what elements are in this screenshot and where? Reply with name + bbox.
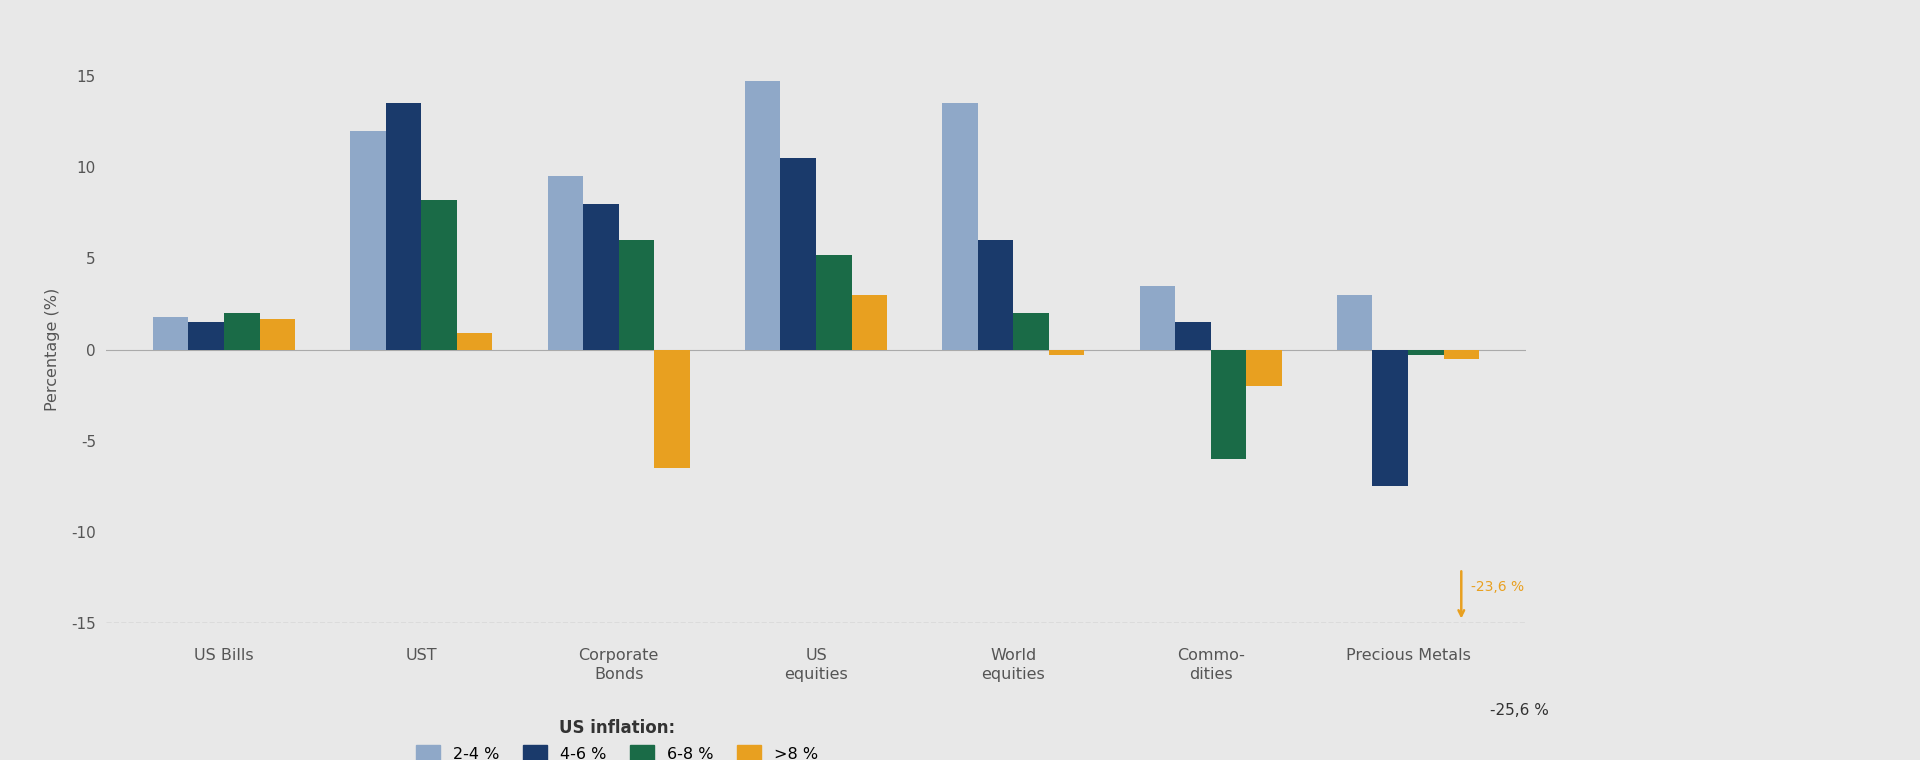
Legend: 2-4 %, 4-6 %, 6-8 %, >8 %: 2-4 %, 4-6 %, 6-8 %, >8 % xyxy=(409,713,824,760)
Bar xyxy=(745,81,781,350)
Bar xyxy=(618,240,655,350)
Bar xyxy=(259,318,296,350)
Bar xyxy=(1373,350,1407,486)
Bar xyxy=(977,240,1014,350)
Bar xyxy=(1444,350,1478,359)
Bar xyxy=(457,333,492,350)
Bar xyxy=(1212,350,1246,459)
Bar xyxy=(1175,322,1212,350)
Text: -25,6 %: -25,6 % xyxy=(1490,703,1549,718)
Bar xyxy=(188,322,225,350)
Bar xyxy=(1048,350,1085,355)
Bar xyxy=(781,158,816,350)
Y-axis label: Percentage (%): Percentage (%) xyxy=(44,288,60,411)
Bar xyxy=(1246,350,1283,386)
Bar xyxy=(816,255,852,350)
Bar xyxy=(349,131,386,350)
Bar xyxy=(154,317,188,350)
Bar xyxy=(1014,313,1048,350)
Bar xyxy=(1336,295,1373,350)
Bar xyxy=(584,204,618,350)
Bar xyxy=(1140,286,1175,350)
Bar xyxy=(225,313,259,350)
Bar xyxy=(386,103,420,350)
Text: -23,6 %: -23,6 % xyxy=(1471,580,1524,594)
Bar xyxy=(943,103,977,350)
Bar xyxy=(852,295,887,350)
Bar xyxy=(420,200,457,350)
Bar xyxy=(655,350,689,468)
Bar xyxy=(1407,350,1444,355)
Bar xyxy=(547,176,584,350)
